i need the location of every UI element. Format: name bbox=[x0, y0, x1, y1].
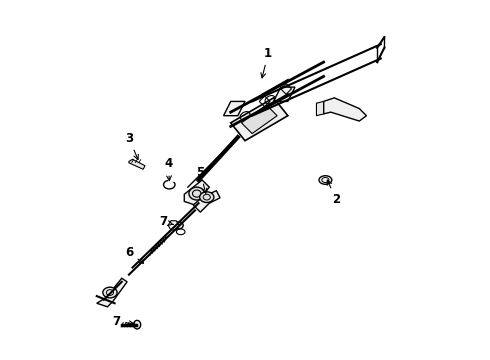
Ellipse shape bbox=[134, 320, 141, 329]
Text: 7: 7 bbox=[112, 315, 134, 328]
Ellipse shape bbox=[103, 287, 117, 298]
Ellipse shape bbox=[189, 187, 205, 200]
Ellipse shape bbox=[174, 222, 183, 229]
Polygon shape bbox=[193, 191, 220, 212]
Polygon shape bbox=[97, 278, 127, 307]
Text: 3: 3 bbox=[125, 132, 138, 159]
Polygon shape bbox=[242, 105, 277, 134]
Ellipse shape bbox=[319, 176, 332, 184]
Text: 7: 7 bbox=[159, 215, 173, 228]
Text: 2: 2 bbox=[327, 180, 340, 206]
Polygon shape bbox=[273, 87, 295, 102]
Polygon shape bbox=[223, 102, 245, 116]
Polygon shape bbox=[231, 98, 288, 141]
Polygon shape bbox=[184, 180, 209, 205]
Text: 1: 1 bbox=[261, 47, 272, 78]
Text: 5: 5 bbox=[196, 166, 207, 193]
Ellipse shape bbox=[199, 192, 214, 203]
Text: 4: 4 bbox=[164, 157, 172, 181]
Text: 6: 6 bbox=[125, 246, 144, 263]
Polygon shape bbox=[317, 102, 323, 116]
Polygon shape bbox=[168, 221, 179, 230]
Polygon shape bbox=[323, 98, 367, 121]
Polygon shape bbox=[129, 159, 145, 169]
